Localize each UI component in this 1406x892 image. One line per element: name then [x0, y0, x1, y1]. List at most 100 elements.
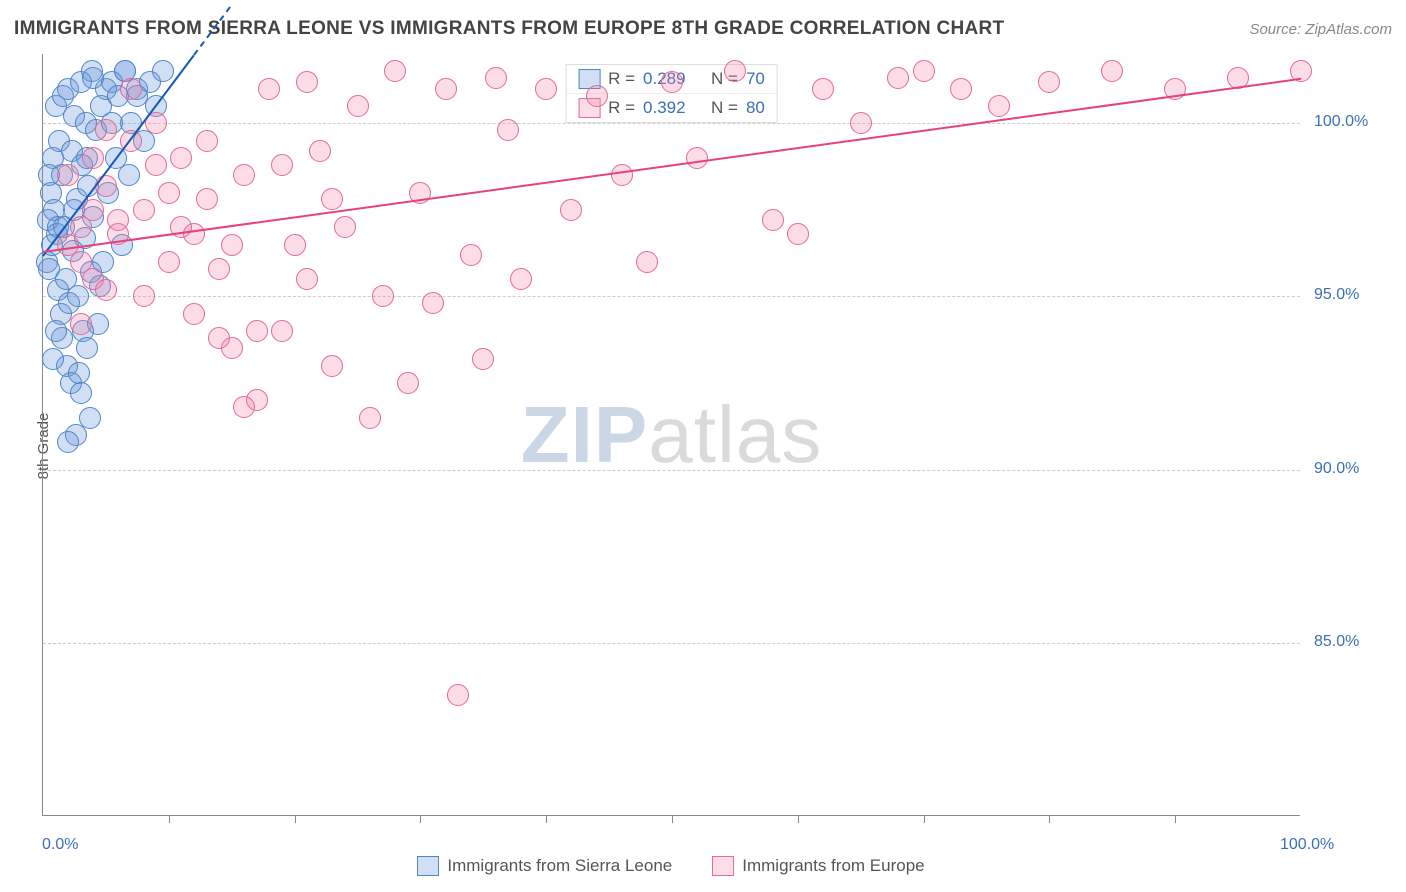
data-point: [787, 223, 809, 245]
data-point: [636, 251, 658, 273]
grid-line: [43, 643, 1300, 644]
data-point: [1038, 71, 1060, 93]
data-point: [45, 320, 67, 342]
data-point: [686, 147, 708, 169]
ytick-label: 100.0%: [1314, 113, 1368, 131]
data-point: [812, 78, 834, 100]
swatch-series-0-bottom: [417, 856, 439, 876]
data-point: [95, 119, 117, 141]
data-point: [384, 60, 406, 82]
grid-line: [43, 296, 1300, 297]
data-point: [158, 182, 180, 204]
legend-label-1: Immigrants from Europe: [742, 856, 924, 876]
data-point: [246, 320, 268, 342]
data-point: [82, 147, 104, 169]
data-point: [485, 67, 507, 89]
ytick-label: 95.0%: [1314, 286, 1359, 304]
data-point: [67, 285, 89, 307]
data-point: [334, 216, 356, 238]
data-point: [158, 251, 180, 273]
data-point: [152, 60, 174, 82]
xtick-label-right: 100.0%: [1280, 836, 1334, 854]
data-point: [435, 78, 457, 100]
xtick-mark: [924, 815, 925, 823]
xtick-mark: [546, 815, 547, 823]
r-value-1: 0.392: [643, 98, 686, 118]
data-point: [271, 320, 293, 342]
data-point: [497, 119, 519, 141]
data-point: [284, 234, 306, 256]
data-point: [133, 199, 155, 221]
legend-item-0: Immigrants from Sierra Leone: [417, 856, 672, 876]
data-point: [183, 303, 205, 325]
data-point: [560, 199, 582, 221]
n-label: N =: [711, 98, 738, 118]
data-point: [42, 348, 64, 370]
data-point: [472, 348, 494, 370]
xtick-mark: [1049, 815, 1050, 823]
data-point: [133, 285, 155, 307]
data-point: [95, 175, 117, 197]
data-point: [887, 67, 909, 89]
data-point: [661, 71, 683, 93]
data-point: [196, 188, 218, 210]
watermark: ZIPatlas: [521, 389, 822, 481]
data-point: [296, 268, 318, 290]
data-point: [82, 199, 104, 221]
data-point: [535, 78, 557, 100]
data-point: [258, 78, 280, 100]
data-point: [221, 234, 243, 256]
data-point: [82, 67, 104, 89]
legend-label-0: Immigrants from Sierra Leone: [447, 856, 672, 876]
data-point: [145, 154, 167, 176]
chart-title: IMMIGRANTS FROM SIERRA LEONE VS IMMIGRAN…: [14, 18, 1004, 40]
data-point: [321, 355, 343, 377]
watermark-atlas: atlas: [648, 390, 822, 479]
data-point: [950, 78, 972, 100]
data-point: [208, 327, 230, 349]
r-label: R =: [608, 98, 635, 118]
series-legend: Immigrants from Sierra Leone Immigrants …: [42, 856, 1300, 876]
data-point: [57, 431, 79, 453]
data-point: [913, 60, 935, 82]
n-value-1: 80: [746, 98, 765, 118]
data-point: [208, 258, 230, 280]
data-point: [611, 164, 633, 186]
legend-item-1: Immigrants from Europe: [712, 856, 924, 876]
data-point: [70, 313, 92, 335]
data-point: [988, 95, 1010, 117]
xtick-mark: [672, 815, 673, 823]
data-point: [359, 407, 381, 429]
grid-line: [43, 123, 1300, 124]
data-point: [296, 71, 318, 93]
xtick-mark: [1175, 815, 1176, 823]
data-point: [422, 292, 444, 314]
xtick-mark: [169, 815, 170, 823]
swatch-series-1-bottom: [712, 856, 734, 876]
r-label: R =: [608, 69, 635, 89]
n-value-0: 70: [746, 69, 765, 89]
ytick-label: 90.0%: [1314, 460, 1359, 478]
data-point: [79, 407, 101, 429]
data-point: [460, 244, 482, 266]
xtick-label-left: 0.0%: [42, 836, 78, 854]
chart-source: Source: ZipAtlas.com: [1249, 21, 1392, 38]
plot-area: ZIPatlas R = 0.289 N = 70 R = 0.392 N = …: [42, 54, 1300, 816]
data-point: [762, 209, 784, 231]
data-point: [196, 130, 218, 152]
data-point: [586, 85, 608, 107]
data-point: [68, 362, 90, 384]
data-point: [76, 337, 98, 359]
grid-line: [43, 470, 1300, 471]
data-point: [347, 95, 369, 117]
data-point: [309, 140, 331, 162]
xtick-mark: [798, 815, 799, 823]
data-point: [107, 209, 129, 231]
xtick-mark: [295, 815, 296, 823]
data-point: [850, 112, 872, 134]
data-point: [57, 164, 79, 186]
xtick-mark: [420, 815, 421, 823]
data-point: [170, 147, 192, 169]
data-point: [120, 78, 142, 100]
data-point: [372, 285, 394, 307]
